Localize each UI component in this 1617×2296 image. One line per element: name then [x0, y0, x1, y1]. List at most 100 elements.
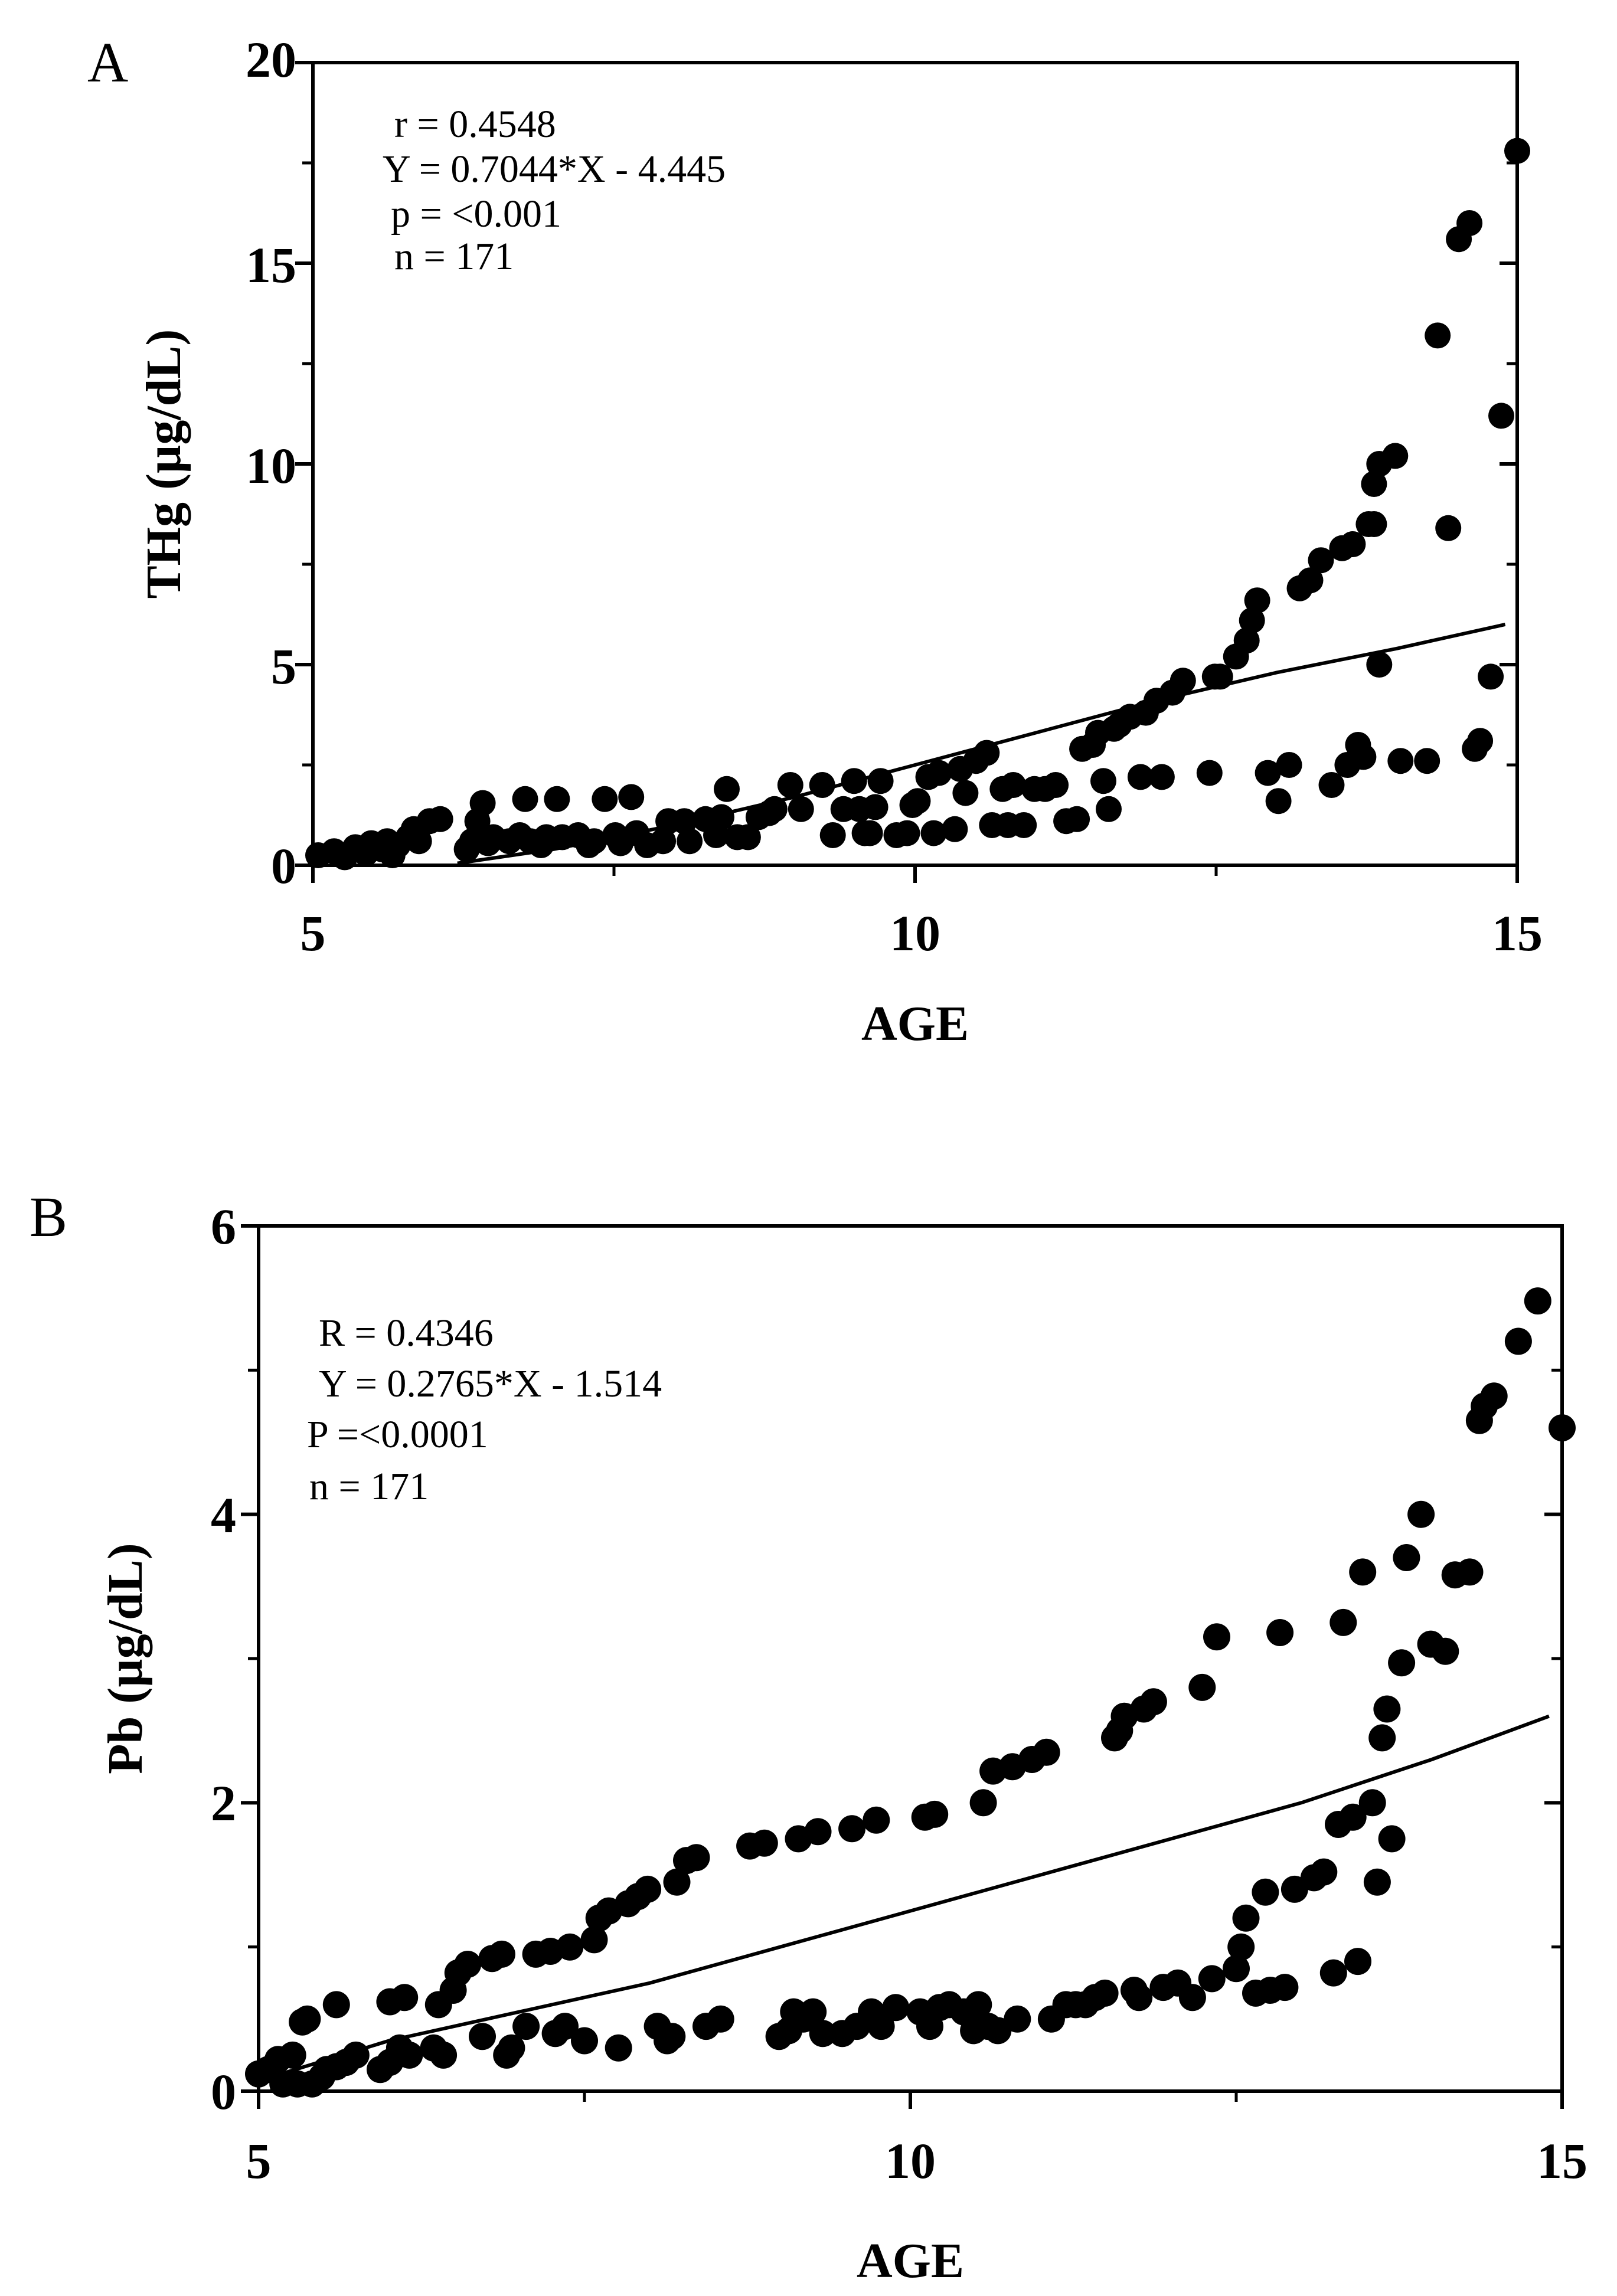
panel-b-data-point	[1407, 1500, 1435, 1528]
panel-b-data-point	[1125, 1984, 1153, 2012]
panel-a-x-axis-title: AGE	[861, 996, 969, 1051]
panel-a-data-point	[1096, 796, 1122, 822]
panel-a-data-point	[1207, 663, 1233, 690]
panel-a-data-point	[1435, 515, 1462, 541]
panel-b-data-point	[1203, 1623, 1230, 1651]
panel-a-data-point	[650, 828, 677, 855]
panel-a-y-tick-label: 0	[271, 838, 296, 894]
panel-a-x-ticks	[311, 865, 1519, 883]
panel-a-data-point	[427, 806, 453, 832]
panel-a-y-axis-title: THg (µg/dL)	[136, 329, 191, 599]
panel-b-data-point	[1033, 1738, 1060, 1766]
panel-a-data-point	[512, 786, 538, 812]
panel-b-x-axis-title: AGE	[857, 2233, 964, 2288]
panel-a-data-point	[1361, 471, 1387, 497]
panel-a-data-point	[714, 776, 740, 802]
panel-b-data-point	[469, 2023, 496, 2050]
panel-a-data-point	[1064, 806, 1090, 832]
panel-b-data-point	[1363, 1868, 1391, 1896]
panel-a-data-point	[1239, 607, 1265, 634]
panel-a-data-point	[904, 788, 931, 815]
panel-a-data-point	[1127, 764, 1154, 790]
panel-b-data-point	[863, 1806, 890, 1834]
panel-b-data-point	[1198, 1965, 1226, 1993]
panel-b-data-point	[1252, 1878, 1279, 1906]
panel-b-data-point	[1227, 1933, 1255, 1961]
panel-a-annotation-n: n = 171	[394, 235, 514, 278]
panel-b-data-point	[551, 2013, 579, 2040]
panel-b-y-tick-label: 6	[211, 1198, 236, 1255]
panel-b-data-point	[663, 1868, 691, 1896]
panel-b-data-point	[1393, 1544, 1420, 1571]
panel-b: B 6 4 2 0 5 10 15 AGE Pb (µg/dL) R = 0.4…	[30, 1185, 1587, 2288]
panel-b-data-point	[512, 2013, 540, 2040]
panel-b-data-point	[454, 1951, 482, 1978]
panel-a-data-point	[469, 790, 496, 816]
panel-a-data-point	[1265, 788, 1292, 815]
panel-b-data-point	[750, 1829, 778, 1857]
panel-b-data-point	[580, 1926, 608, 1954]
panel-b-data-point	[1266, 1619, 1294, 1646]
panel-b-y-axis-title: Pb (µg/dL)	[98, 1543, 153, 1774]
panel-b-annotation-equation: Y = 0.2765*X - 1.514	[319, 1362, 662, 1405]
panel-b-y-tick-label: 2	[211, 1775, 236, 1831]
panel-b-data-point	[804, 1818, 832, 1846]
panel-b-letter: B	[30, 1185, 67, 1248]
panel-b-data-point	[293, 2005, 321, 2033]
panel-b-data-point	[1358, 1789, 1386, 1817]
panel-b-data-point	[342, 2041, 370, 2069]
panel-b-data-point	[1368, 1724, 1396, 1752]
panel-a-data-point	[1366, 652, 1393, 678]
panel-a-data-point	[777, 772, 803, 798]
panel-b-y-tick-label: 0	[211, 2063, 236, 2120]
panel-a-y-tick-label: 10	[246, 437, 296, 494]
panel-a-data-point	[1425, 322, 1451, 349]
panel-a-data-points	[305, 138, 1530, 871]
panel-b-annotation-r: R = 0.4346	[319, 1311, 494, 1355]
panel-a-data-point	[1488, 403, 1514, 429]
panel-a-x-tick-label: 10	[890, 905, 940, 961]
panel-a-data-point	[1255, 760, 1281, 786]
panel-b-x-tick-label: 15	[1537, 2133, 1587, 2189]
panel-a-data-point	[1340, 531, 1366, 557]
panel-a-data-point	[862, 794, 888, 820]
panel-b-data-point	[921, 1800, 949, 1828]
panel-a-data-point	[406, 828, 432, 855]
panel-b-data-point	[867, 2013, 895, 2040]
panel-a-data-point	[1011, 812, 1037, 838]
panel-b-data-point	[1271, 1974, 1299, 2001]
panel-a-data-point	[544, 786, 570, 812]
panel-b-annotation-n: n = 171	[309, 1465, 429, 1508]
panel-b-data-point	[571, 2027, 598, 2055]
panel-b-data-point	[1432, 1637, 1459, 1665]
panel-b-data-points	[245, 1287, 1576, 2098]
panel-a-data-point	[857, 820, 883, 846]
panel-a-data-point	[761, 796, 788, 822]
panel-b-data-point	[1339, 1803, 1367, 1831]
panel-b-data-point	[809, 2020, 837, 2048]
panel-b-data-point	[391, 1984, 419, 2012]
panel-a-x-tick-label: 15	[1492, 905, 1543, 961]
panel-a-letter: A	[87, 31, 128, 94]
panel-b-data-point	[1504, 1327, 1532, 1355]
panel-b-data-point	[1456, 1558, 1484, 1586]
panel-b-data-point	[799, 1998, 827, 2026]
panel-a-data-point	[1456, 210, 1483, 236]
panel-b-data-point	[1310, 1858, 1338, 1886]
panel-a-data-point	[1382, 443, 1409, 469]
panel-b-data-point	[396, 2041, 423, 2069]
panel-a-x-tick-label: 5	[300, 905, 326, 961]
panel-a-data-point	[920, 820, 947, 846]
panel-a-data-point	[1414, 748, 1440, 774]
panel-b-x-tick-label: 5	[246, 2133, 272, 2189]
panel-b-data-point	[634, 1875, 662, 1903]
panel-b-data-point	[1480, 1382, 1508, 1410]
panel-b-data-point	[969, 1789, 997, 1817]
panel-a-y-tick-label: 15	[246, 237, 296, 293]
panel-b-data-point	[488, 1940, 515, 1968]
panel-b-annotation-p: P =<0.0001	[307, 1413, 488, 1456]
panel-b-data-point	[1178, 1984, 1206, 2012]
panel-a-data-point	[1361, 511, 1387, 537]
panel-b-data-point	[882, 1994, 910, 2022]
panel-a-data-point	[1148, 764, 1175, 790]
